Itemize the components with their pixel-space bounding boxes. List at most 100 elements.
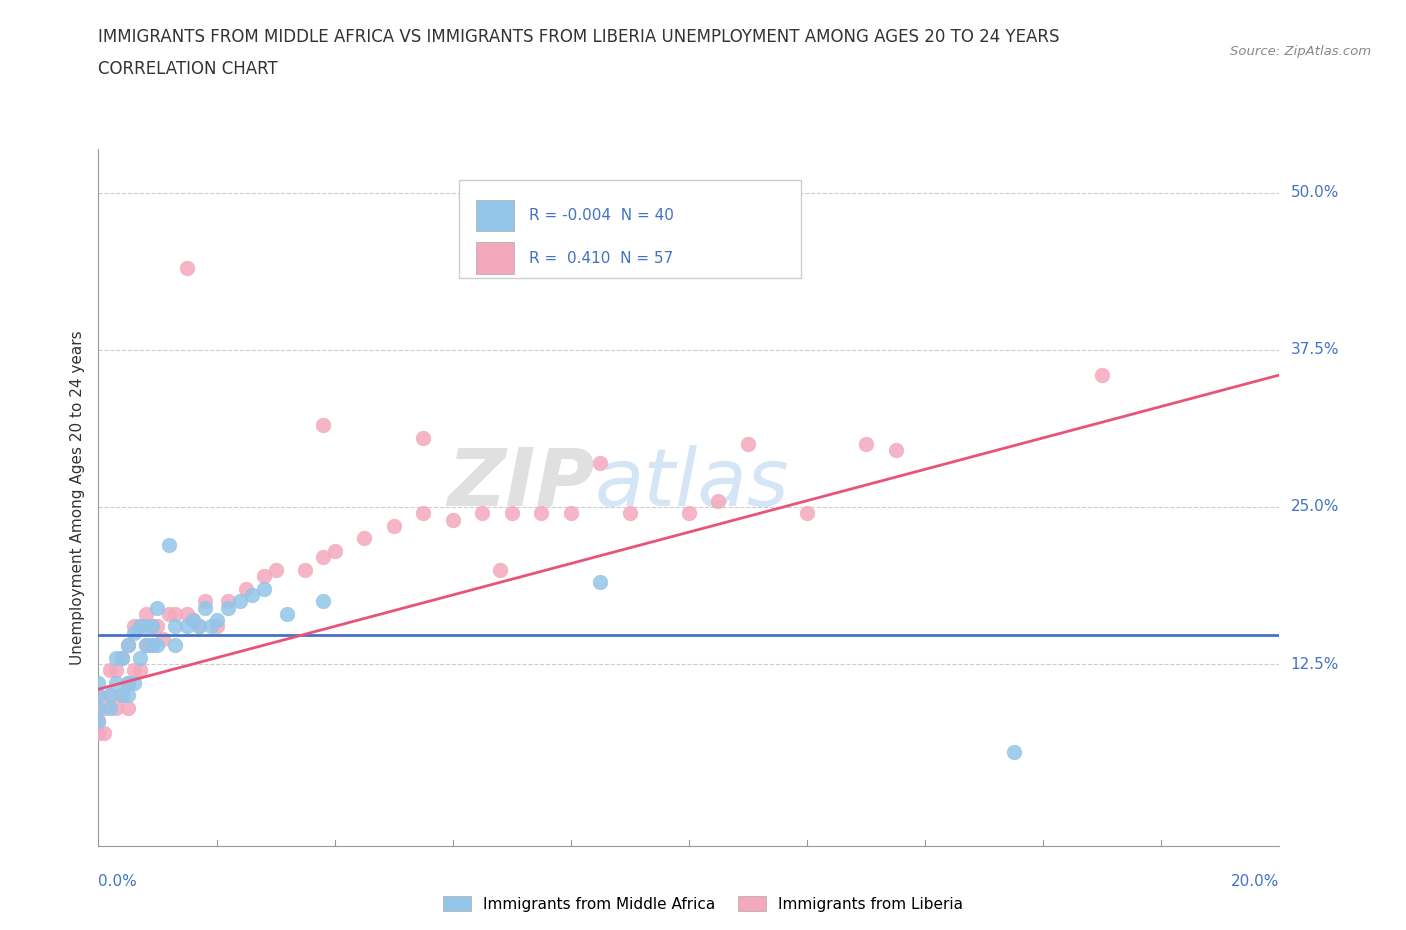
Point <box>141 619 163 634</box>
Text: R = -0.004  N = 40: R = -0.004 N = 40 <box>530 208 675 223</box>
Point <box>105 700 128 715</box>
Text: 12.5%: 12.5% <box>1291 657 1339 671</box>
Point <box>87 688 110 703</box>
Point <box>135 638 157 653</box>
Point <box>194 593 217 608</box>
Point <box>240 588 263 603</box>
Point <box>312 418 335 432</box>
Point <box>165 619 187 634</box>
Point <box>117 700 139 715</box>
Point <box>87 725 110 740</box>
Point <box>105 650 128 665</box>
Point <box>111 688 134 703</box>
Point <box>205 619 228 634</box>
Text: atlas: atlas <box>595 445 789 523</box>
Text: 50.0%: 50.0% <box>1291 185 1339 200</box>
Point <box>312 550 335 565</box>
Point <box>111 650 134 665</box>
Point <box>117 675 139 690</box>
Point <box>122 619 145 634</box>
Point <box>98 688 121 703</box>
Point <box>264 563 287 578</box>
Point <box>157 606 180 621</box>
Point <box>205 613 228 628</box>
Point <box>98 663 121 678</box>
Point <box>441 512 464 527</box>
Point <box>135 619 157 634</box>
Point <box>128 650 150 665</box>
Point <box>235 581 257 596</box>
Point <box>128 619 150 634</box>
Text: 0.0%: 0.0% <box>98 874 138 889</box>
Point <box>146 600 169 615</box>
Text: R =  0.410  N = 57: R = 0.410 N = 57 <box>530 250 673 266</box>
Point <box>135 638 157 653</box>
Point <box>117 688 139 703</box>
Point <box>796 506 818 521</box>
Point <box>146 638 169 653</box>
Point <box>312 593 335 608</box>
Text: ZIP: ZIP <box>447 445 595 523</box>
Point <box>501 506 523 521</box>
Point <box>105 675 128 690</box>
Point <box>187 619 209 634</box>
Point <box>165 606 187 621</box>
Point <box>276 606 298 621</box>
Point <box>87 713 110 728</box>
Point <box>128 619 150 634</box>
Point <box>122 675 145 690</box>
Point <box>489 563 512 578</box>
Point <box>471 506 494 521</box>
Point <box>141 638 163 653</box>
Legend: Immigrants from Middle Africa, Immigrants from Liberia: Immigrants from Middle Africa, Immigrant… <box>437 889 969 918</box>
Point <box>200 619 222 634</box>
Point <box>87 700 110 715</box>
Point <box>353 531 375 546</box>
Point <box>619 506 641 521</box>
Point <box>122 625 145 640</box>
Text: CORRELATION CHART: CORRELATION CHART <box>98 60 278 78</box>
Point <box>253 581 276 596</box>
Point <box>855 437 877 452</box>
Point <box>87 700 110 715</box>
Point <box>146 619 169 634</box>
FancyBboxPatch shape <box>458 180 801 278</box>
Point <box>1002 745 1025 760</box>
Point <box>117 675 139 690</box>
Point <box>98 700 121 715</box>
Point <box>253 568 276 583</box>
Point <box>678 506 700 521</box>
Point <box>105 663 128 678</box>
Point <box>176 606 198 621</box>
Point <box>176 619 198 634</box>
Point <box>217 600 239 615</box>
Point <box>128 663 150 678</box>
Point <box>217 593 239 608</box>
Point <box>530 506 553 521</box>
Point <box>737 437 759 452</box>
Point <box>117 638 139 653</box>
Text: 25.0%: 25.0% <box>1291 499 1339 514</box>
Point <box>194 600 217 615</box>
Point <box>382 518 405 533</box>
Point <box>111 650 134 665</box>
Point <box>87 713 110 728</box>
FancyBboxPatch shape <box>477 243 515 273</box>
Point <box>111 688 134 703</box>
Point <box>412 506 434 521</box>
Point <box>122 663 145 678</box>
Text: 37.5%: 37.5% <box>1291 342 1339 357</box>
Point <box>323 543 346 558</box>
Point <box>176 260 198 275</box>
Point <box>707 493 730 508</box>
Point <box>93 700 115 715</box>
Point <box>589 456 612 471</box>
Point <box>87 688 110 703</box>
Point <box>560 506 582 521</box>
Point <box>141 638 163 653</box>
Point <box>229 593 252 608</box>
Point <box>135 606 157 621</box>
Text: Source: ZipAtlas.com: Source: ZipAtlas.com <box>1230 45 1371 58</box>
Point <box>93 725 115 740</box>
Point <box>1091 367 1114 382</box>
